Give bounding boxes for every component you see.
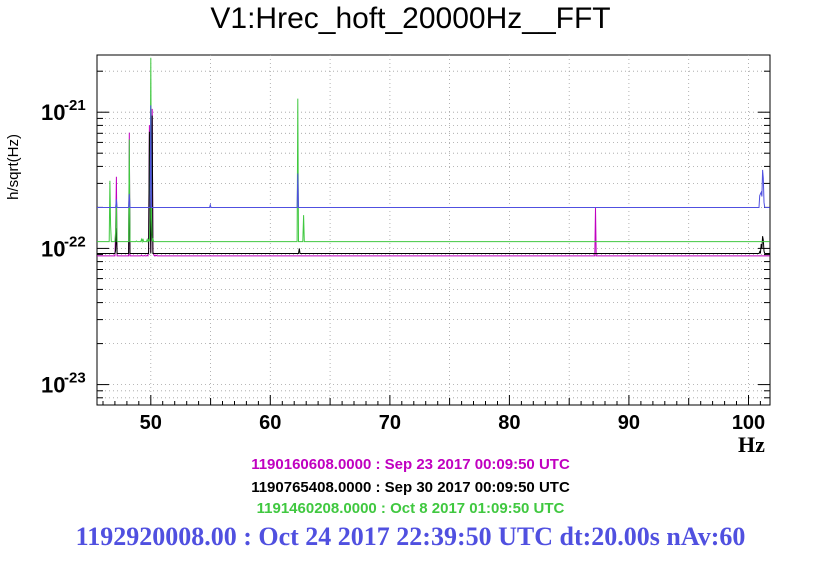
- trace-line: [97, 115, 770, 254]
- x-tick-label: 60: [259, 412, 281, 434]
- y-axis-label: h/sqrt(Hz): [5, 134, 22, 200]
- grid: [97, 55, 770, 405]
- y-tick-label: 10: [41, 373, 65, 398]
- plot-frame: [96, 54, 771, 406]
- legend-entry-oct8: 1191460208.0000 : Oct 8 2017 01:09:50 UT…: [256, 500, 565, 517]
- y-tick-label: 10: [41, 236, 65, 261]
- y-tick-exponent: -22: [64, 233, 86, 250]
- x-axis-label: Hz: [738, 432, 765, 457]
- minor-ticks: [97, 70, 770, 405]
- x-tick-label: 70: [379, 412, 401, 434]
- trace-line: [97, 108, 770, 257]
- x-tick-label: 100: [732, 412, 765, 434]
- trace-line: [97, 57, 770, 244]
- x-tick-labels: 50 60 70 80 90 100: [140, 412, 766, 434]
- chart-title: V1:Hrec_hoft_20000Hz__FFT: [210, 2, 611, 35]
- legend-entry-sep23: 1190160608.0000 : Sep 23 2017 00:09:50 U…: [251, 456, 570, 473]
- x-tick-label: 90: [618, 412, 640, 434]
- y-tick-exponent: -23: [64, 370, 86, 387]
- trace-line: [97, 105, 770, 208]
- y-tick-exponent: -21: [64, 97, 86, 114]
- traces: [97, 57, 770, 257]
- x-tick-label: 80: [498, 412, 520, 434]
- legend-entry-current: 1192920008.00 : Oct 24 2017 22:39:50 UTC…: [75, 522, 746, 551]
- y-tick-label: 10: [41, 100, 65, 125]
- legend-entry-sep30: 1190765408.0000 : Sep 30 2017 00:09:50 U…: [251, 479, 570, 496]
- x-tick-label: 50: [140, 412, 162, 434]
